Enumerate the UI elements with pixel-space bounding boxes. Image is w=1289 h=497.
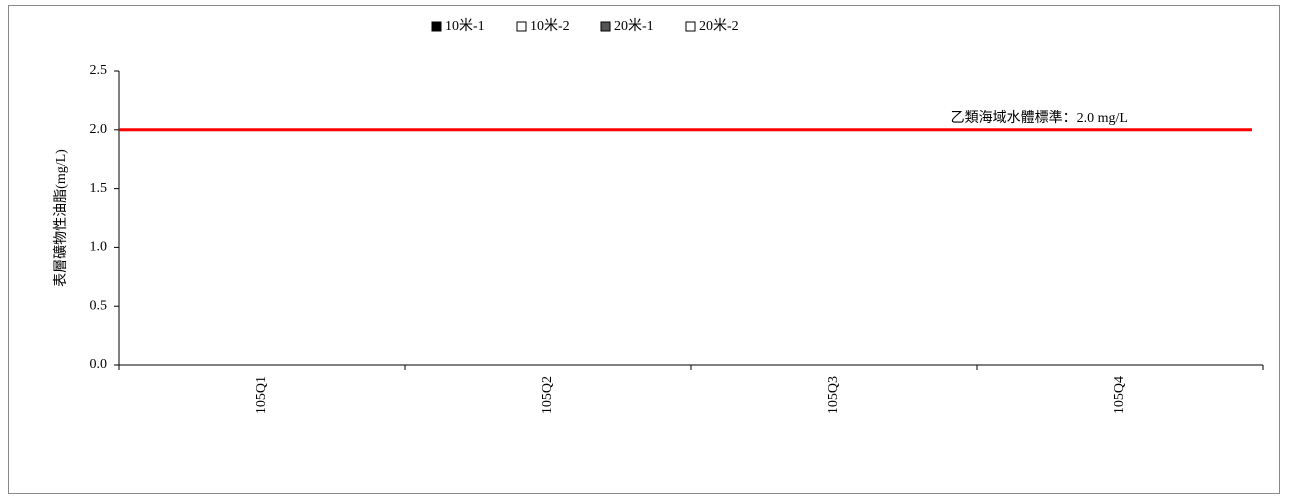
y-tick-label: 1.5 [90,181,108,196]
reference-label: 乙類海域水體標準：2.0 mg/L [951,110,1128,126]
legend-swatch [516,21,527,32]
y-tick-label: 0.0 [90,357,108,372]
legend-label: 10米-1 [445,18,485,34]
chart-frame [8,5,1280,494]
x-tick-label: 105Q2 [540,376,555,414]
legend-label: 20米-2 [699,18,739,34]
legend-swatch [685,21,696,32]
x-tick-label: 105Q1 [254,376,269,414]
y-tick-label: 0.5 [90,298,108,313]
y-tick-label: 1.0 [90,240,108,255]
y-tick-label: 2.5 [90,63,108,78]
legend-swatch [600,21,611,32]
y-tick-label: 2.0 [90,122,108,137]
x-tick-label: 105Q4 [1112,376,1127,414]
legend-swatch [431,21,442,32]
legend-label: 10米-2 [530,18,570,34]
legend-label: 20米-1 [614,18,654,34]
x-tick-label: 105Q3 [826,376,841,414]
y-axis-label: 表層礦物性油脂(mg/L) [52,149,69,287]
